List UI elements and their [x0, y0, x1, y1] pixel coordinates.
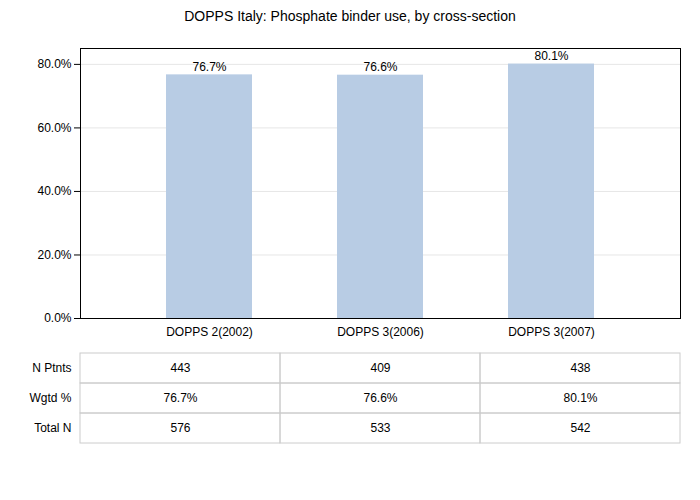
svg-text:76.7%: 76.7%	[163, 391, 197, 405]
svg-text:80.1%: 80.1%	[534, 49, 568, 63]
svg-text:20.0%: 20.0%	[37, 248, 71, 262]
html-text:DOPPS Italy: Phosphate binder: DOPPS Italy: Phosphate binder use, by cr…	[184, 8, 516, 24]
svg-text:76.6%: 76.6%	[363, 391, 397, 405]
svg-text:DOPPS 3(2007): DOPPS 3(2007)	[508, 325, 595, 339]
svg-text:DOPPS 3(2006): DOPPS 3(2006)	[337, 325, 424, 339]
svg-text:80.0%: 80.0%	[37, 57, 71, 71]
svg-text:Wgtd %: Wgtd %	[29, 391, 71, 405]
svg-text:576: 576	[170, 421, 190, 435]
svg-text:DOPPS 2(2002): DOPPS 2(2002)	[166, 325, 253, 339]
svg-text:438: 438	[570, 361, 590, 375]
svg-text:76.7%: 76.7%	[192, 60, 226, 74]
svg-text:76.6%: 76.6%	[363, 60, 397, 74]
svg-text:409: 409	[370, 361, 390, 375]
svg-text:542: 542	[570, 421, 590, 435]
svg-text:533: 533	[370, 421, 390, 435]
svg-text:443: 443	[170, 361, 190, 375]
svg-text:40.0%: 40.0%	[37, 184, 71, 198]
svg-text:N Ptnts: N Ptnts	[32, 361, 71, 375]
svg-text:80.1%: 80.1%	[563, 391, 597, 405]
svg-text:0.0%: 0.0%	[44, 311, 72, 325]
svg-text:60.0%: 60.0%	[37, 121, 71, 135]
svg-text:Total N: Total N	[34, 421, 71, 435]
